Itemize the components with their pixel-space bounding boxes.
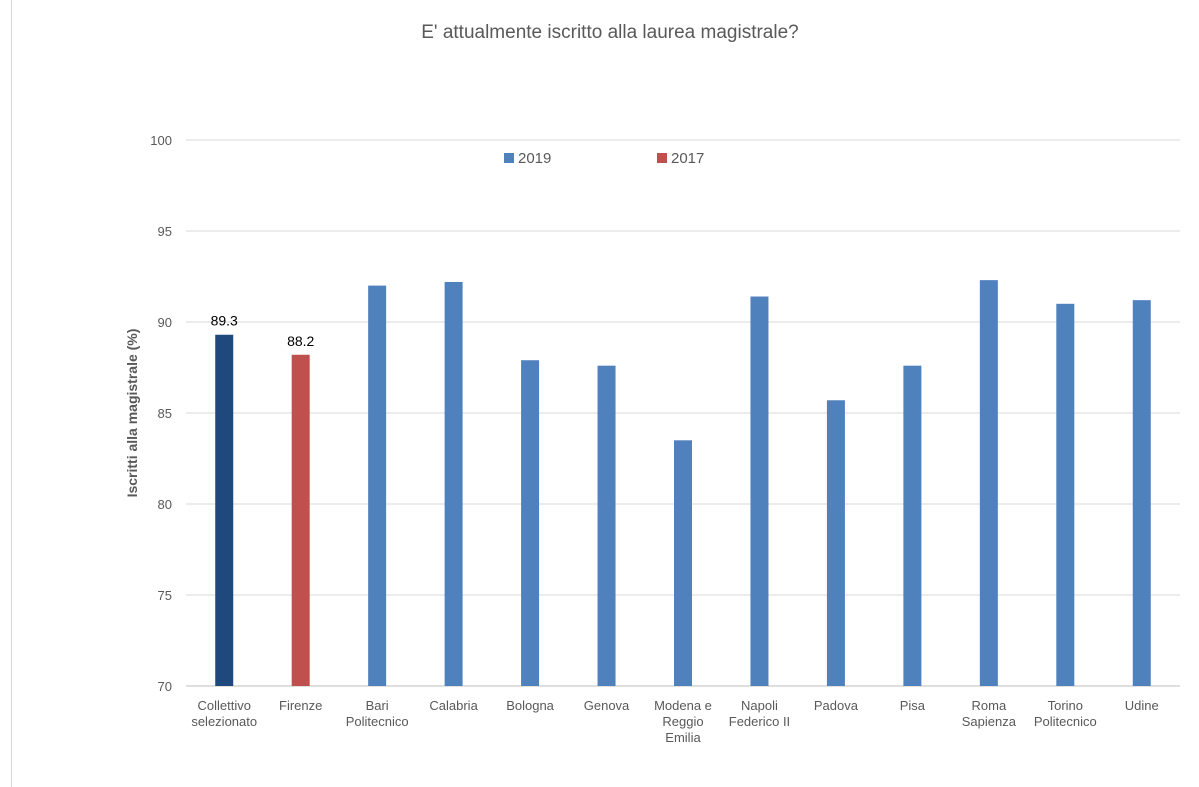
x-tick-label: Collettivo selezionato [191,698,257,729]
x-tick-label: Roma Sapienza [962,698,1017,729]
bar [521,360,540,686]
data-labels: 89.3 88.2 [211,313,315,349]
data-label: 89.3 [211,313,238,329]
bar [291,354,310,686]
x-tick-label: Pisa [900,698,926,713]
y-tick-label: 80 [158,497,172,512]
bar [444,281,463,686]
y-tick-label: 75 [158,588,172,603]
legend-swatch [504,153,514,163]
bar [674,440,692,686]
x-tick-label: Torino Politecnico [1034,698,1097,729]
legend-swatch [657,153,667,163]
bar [597,365,616,686]
x-tick-label: Bari Politecnico [346,698,409,729]
bar [1056,303,1075,686]
x-tick-label: Bologna [506,698,554,713]
legend-label: 2017 [671,150,704,167]
x-axis-categories: Collettivo selezionato Firenze Bari Politecn… [191,698,1158,745]
y-axis-label: Iscritti alla magistrale (%) [124,329,140,498]
x-tick-label: Genova [584,698,630,713]
gridlines [186,139,1180,687]
x-tick-label: Modena e Reggio Emilia [654,698,712,745]
y-tick-label: 90 [158,315,172,330]
x-tick-label: Padova [814,698,859,713]
bar [750,296,769,686]
x-tick-label: Calabria [429,698,478,713]
bar [368,285,387,686]
chart-title: E' attualmente iscritto alla laurea magi… [421,22,798,43]
y-axis-ticks: 70 75 80 85 90 95 100 [150,133,172,694]
y-tick-label: 85 [158,406,172,421]
y-tick-label: 100 [150,133,172,148]
x-tick-label: Firenze [279,698,322,713]
bars [215,280,1151,686]
bar [1132,300,1151,686]
bar [215,334,234,686]
legend: 2019 2017 [504,150,704,167]
bar [979,280,998,686]
bar [826,400,845,686]
x-tick-label: Udine [1125,698,1159,713]
y-tick-label: 70 [158,679,172,694]
data-label: 88.2 [287,333,314,349]
bar [903,365,922,686]
x-tick-label: Napoli Federico II [729,698,790,729]
legend-label: 2019 [518,150,551,167]
chart-frame [11,0,1199,787]
y-tick-label: 95 [158,224,172,239]
